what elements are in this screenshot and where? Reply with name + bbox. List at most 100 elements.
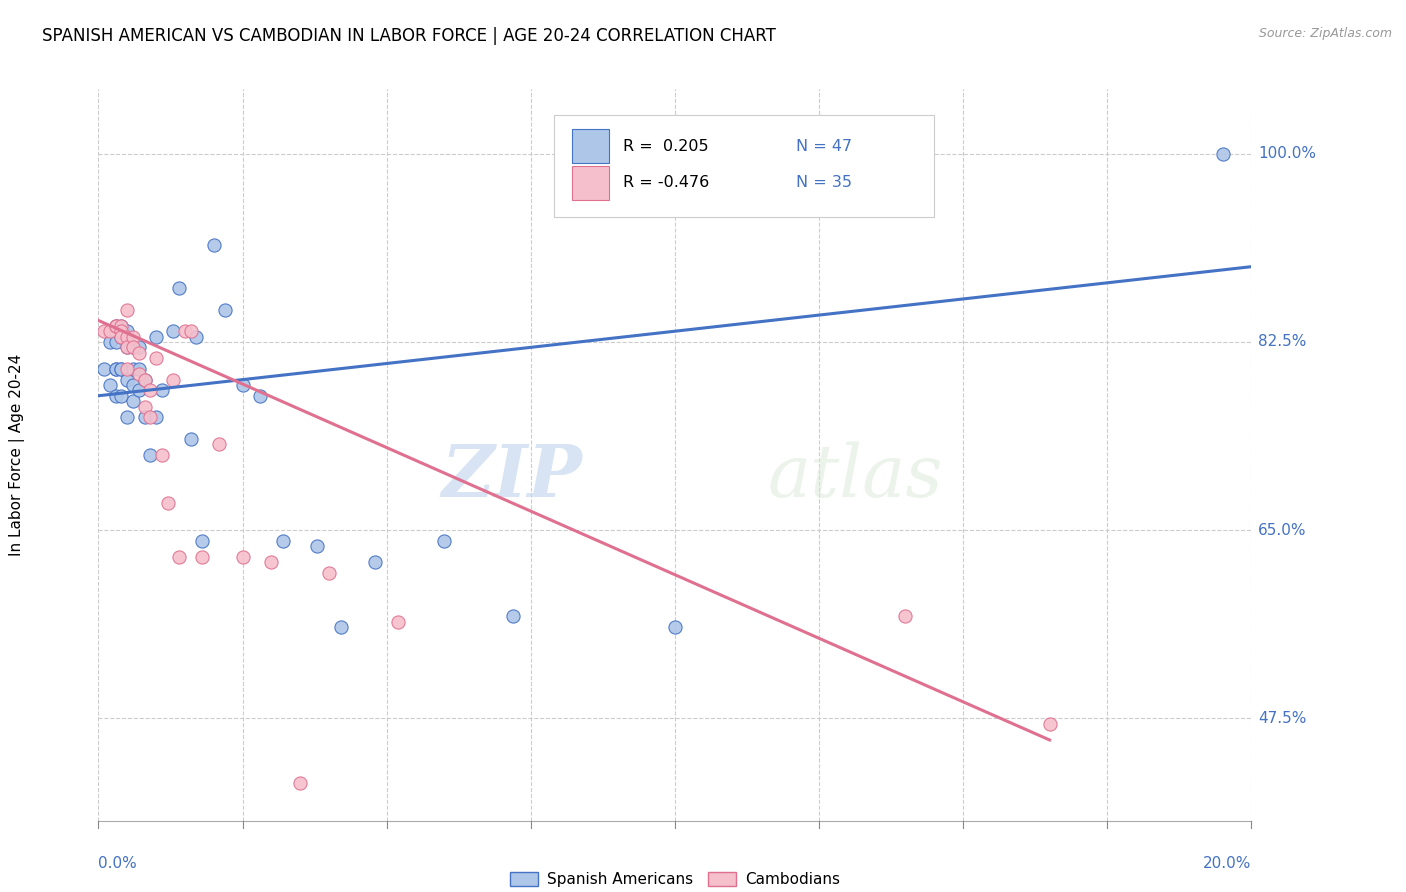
Point <box>117 329 138 343</box>
Point <box>117 362 138 376</box>
Point <box>162 373 184 387</box>
Point <box>1212 146 1234 161</box>
Point <box>202 238 225 252</box>
Point <box>104 389 127 403</box>
Point <box>433 533 456 548</box>
Point <box>139 410 162 425</box>
Point <box>122 340 145 354</box>
Point <box>117 302 138 317</box>
Point <box>271 533 294 548</box>
Point <box>104 318 127 333</box>
Point <box>249 389 271 403</box>
Point <box>98 334 121 349</box>
Point <box>139 384 162 398</box>
Point <box>122 378 145 392</box>
Point <box>117 410 138 425</box>
Point <box>191 533 214 548</box>
Text: 20.0%: 20.0% <box>1204 856 1251 871</box>
Point <box>98 324 121 338</box>
Point <box>145 410 167 425</box>
Point <box>122 394 145 409</box>
Point <box>180 432 202 446</box>
Point <box>122 329 145 343</box>
Point <box>117 340 138 354</box>
Point <box>134 410 156 425</box>
Point <box>214 302 236 317</box>
Text: ZIP: ZIP <box>441 442 582 512</box>
Point <box>128 345 150 359</box>
Point <box>162 324 184 338</box>
Point <box>167 281 190 295</box>
Point <box>167 550 190 565</box>
Point <box>134 400 156 414</box>
Point <box>231 378 254 392</box>
Point <box>93 362 115 376</box>
Text: SPANISH AMERICAN VS CAMBODIAN IN LABOR FORCE | AGE 20-24 CORRELATION CHART: SPANISH AMERICAN VS CAMBODIAN IN LABOR F… <box>42 27 776 45</box>
Point <box>104 318 127 333</box>
Point <box>98 378 121 392</box>
Point <box>104 362 127 376</box>
Point <box>110 362 132 376</box>
Point <box>156 496 179 510</box>
Text: 65.0%: 65.0% <box>1258 523 1306 538</box>
Point <box>122 340 145 354</box>
Point <box>150 448 173 462</box>
Point <box>145 351 167 365</box>
Point <box>110 329 132 343</box>
Point <box>329 620 352 634</box>
Point <box>664 620 686 634</box>
Point <box>134 373 156 387</box>
Point <box>387 615 409 629</box>
Point <box>110 389 132 403</box>
Text: 100.0%: 100.0% <box>1258 146 1316 161</box>
Point <box>174 324 197 338</box>
Point <box>110 318 132 333</box>
Point <box>117 340 138 354</box>
Point <box>191 550 214 565</box>
Legend: Spanish Americans, Cambodians: Spanish Americans, Cambodians <box>503 866 846 892</box>
Point <box>150 384 173 398</box>
Text: Source: ZipAtlas.com: Source: ZipAtlas.com <box>1258 27 1392 40</box>
Text: 82.5%: 82.5% <box>1258 334 1306 350</box>
Text: 0.0%: 0.0% <box>98 856 138 871</box>
Point <box>128 368 150 382</box>
Point <box>180 324 202 338</box>
Text: atlas: atlas <box>768 442 942 512</box>
Text: R =  0.205: R = 0.205 <box>623 139 709 153</box>
FancyBboxPatch shape <box>572 166 609 200</box>
Point <box>145 329 167 343</box>
Point <box>231 550 254 565</box>
Point <box>110 329 132 343</box>
Point <box>93 324 115 338</box>
Point <box>364 556 387 570</box>
Text: N = 47: N = 47 <box>796 139 852 153</box>
Point <box>1038 716 1062 731</box>
Point <box>290 776 312 790</box>
Text: N = 35: N = 35 <box>796 176 852 190</box>
Point <box>134 373 156 387</box>
Point <box>318 566 340 581</box>
Point <box>104 334 127 349</box>
Point <box>104 362 127 376</box>
Point <box>894 609 917 624</box>
Point <box>110 324 132 338</box>
Point <box>128 362 150 376</box>
Point <box>128 384 150 398</box>
Text: In Labor Force | Age 20-24: In Labor Force | Age 20-24 <box>8 354 25 556</box>
Point <box>122 362 145 376</box>
Point <box>110 362 132 376</box>
Point <box>104 318 127 333</box>
Point <box>110 318 132 333</box>
Point <box>208 437 231 451</box>
Point <box>260 556 283 570</box>
Point <box>128 340 150 354</box>
Text: 47.5%: 47.5% <box>1258 711 1306 726</box>
Point <box>307 539 329 553</box>
Point <box>117 373 138 387</box>
FancyBboxPatch shape <box>572 129 609 163</box>
Point <box>117 324 138 338</box>
Point <box>139 448 162 462</box>
Text: R = -0.476: R = -0.476 <box>623 176 709 190</box>
FancyBboxPatch shape <box>554 115 935 218</box>
Point <box>502 609 524 624</box>
